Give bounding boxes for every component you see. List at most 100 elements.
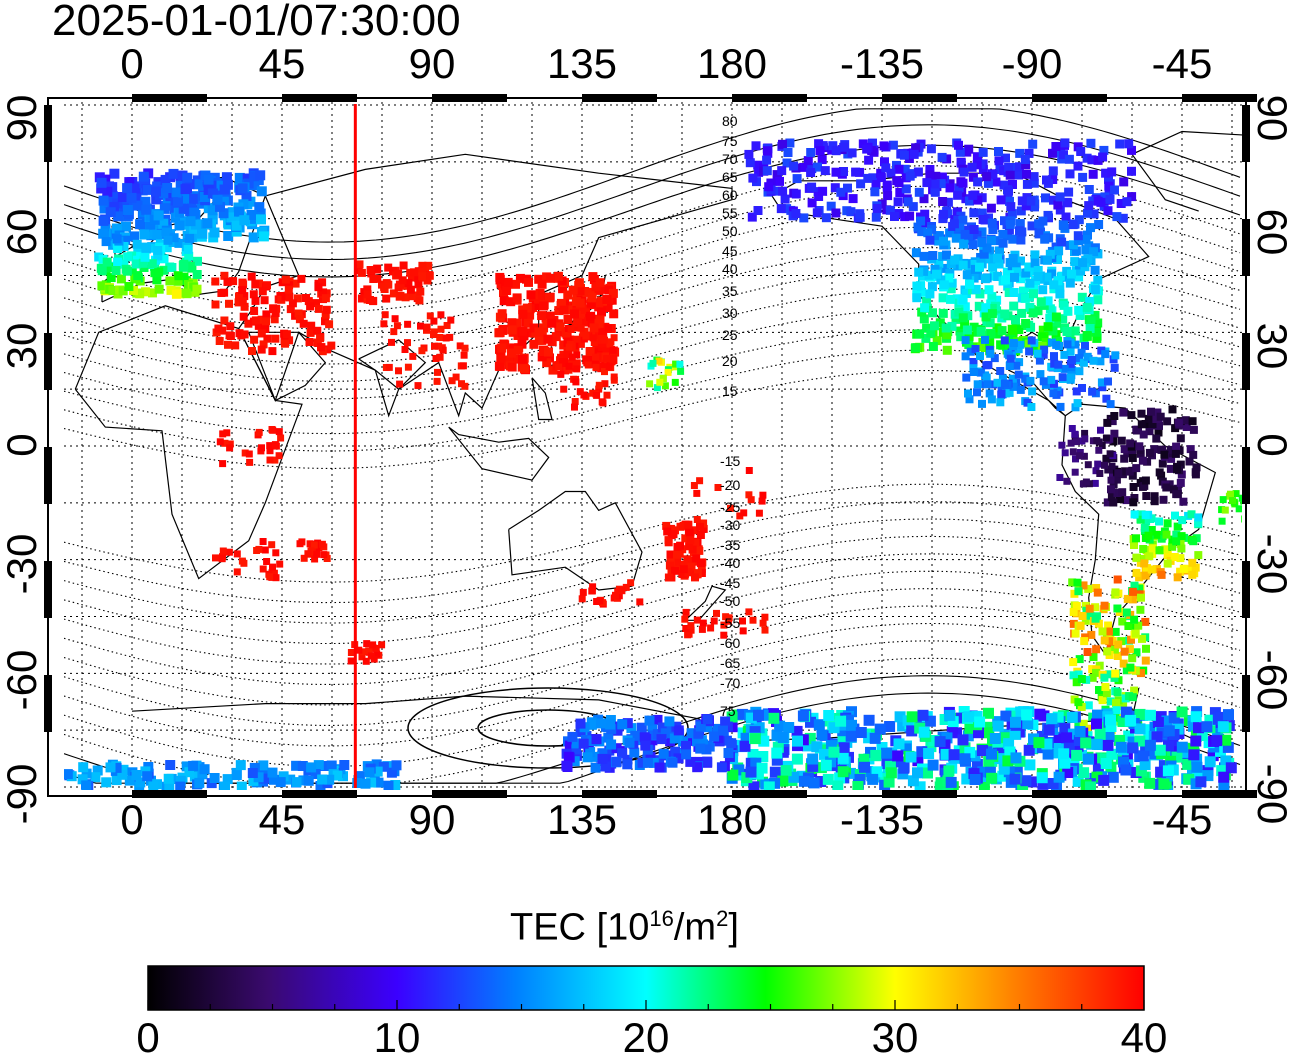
tec-cell bbox=[959, 167, 969, 177]
tec-cell bbox=[1144, 414, 1153, 423]
tec-cell bbox=[1085, 296, 1095, 306]
tec-cell bbox=[750, 757, 762, 769]
tec-cell bbox=[1049, 389, 1058, 398]
tec-cell bbox=[209, 773, 220, 783]
tec-cell bbox=[870, 749, 882, 761]
tec-cell bbox=[1073, 578, 1082, 587]
tec-cell bbox=[533, 294, 543, 304]
tec-cell bbox=[831, 208, 841, 218]
tec-cell bbox=[1079, 358, 1088, 367]
tec-cell bbox=[261, 546, 269, 554]
frame-tick-bottom bbox=[1032, 790, 1107, 798]
tec-cell bbox=[1130, 581, 1139, 590]
contour-labels: 8075706560555045403530252015-15-20-25-30… bbox=[720, 113, 740, 719]
tec-cell bbox=[1103, 647, 1112, 656]
tec-cell bbox=[1102, 739, 1114, 751]
tec-cell bbox=[1003, 281, 1013, 291]
tec-cell bbox=[687, 622, 695, 630]
tec-cell bbox=[751, 141, 761, 151]
tec-cell bbox=[130, 183, 141, 194]
tec-cell bbox=[362, 657, 370, 665]
tec-cell bbox=[906, 725, 918, 737]
tec-cell bbox=[1055, 289, 1065, 299]
tec-cell bbox=[888, 140, 898, 150]
tec-cell bbox=[983, 727, 995, 739]
tec-cell bbox=[1215, 711, 1227, 723]
tec-cell bbox=[360, 778, 371, 789]
tec-cell bbox=[669, 530, 678, 539]
tec-cell bbox=[526, 290, 536, 300]
tec-cell bbox=[999, 180, 1009, 190]
tec-cell bbox=[544, 347, 553, 357]
tec-cell bbox=[924, 715, 936, 727]
tec-cell bbox=[900, 164, 910, 174]
tec-cell bbox=[78, 762, 89, 773]
tec-cell bbox=[1116, 199, 1126, 208]
tec-cell bbox=[1112, 699, 1120, 708]
tec-cell bbox=[1107, 771, 1119, 783]
tec-cell bbox=[179, 272, 189, 282]
tec-cell bbox=[396, 380, 404, 388]
tec-cell bbox=[275, 452, 283, 460]
tec-cell bbox=[603, 732, 614, 743]
tec-cell bbox=[596, 718, 606, 729]
tec-cell bbox=[319, 288, 328, 297]
coastline bbox=[508, 490, 643, 591]
tec-cell bbox=[592, 353, 599, 361]
tec-cell bbox=[393, 322, 401, 330]
tec-cell bbox=[1000, 379, 1009, 388]
lon-label-bottom: -90 bbox=[1001, 796, 1063, 843]
tec-cell bbox=[968, 240, 978, 250]
tec-cell bbox=[912, 767, 923, 779]
tec-cell bbox=[785, 138, 795, 148]
tec-cell bbox=[920, 303, 930, 313]
tec-cell bbox=[681, 534, 690, 543]
tec-cell bbox=[537, 352, 547, 362]
tec-cell bbox=[702, 722, 713, 733]
tec-cell bbox=[1130, 494, 1139, 502]
tec-cell bbox=[997, 326, 1007, 336]
tec-cell bbox=[609, 309, 619, 319]
tec-cell bbox=[1038, 325, 1048, 335]
tec-cell bbox=[1139, 545, 1148, 553]
tec-cell bbox=[1028, 387, 1037, 396]
tec-cell bbox=[127, 266, 137, 276]
tec-cell bbox=[167, 263, 177, 272]
contour-label: 70 bbox=[722, 151, 738, 167]
tec-cell bbox=[825, 740, 837, 752]
tec-cell bbox=[977, 227, 987, 237]
tec-cell bbox=[683, 555, 692, 564]
frame-tick-bottom bbox=[582, 790, 657, 798]
tec-cell bbox=[960, 229, 970, 239]
tec-cell bbox=[1066, 373, 1075, 382]
tec-cell bbox=[557, 370, 565, 378]
tec-cell bbox=[313, 550, 321, 558]
tec-cell bbox=[930, 321, 939, 331]
tec-cell bbox=[561, 328, 571, 338]
tec-cell bbox=[969, 358, 978, 366]
tec-cell bbox=[761, 613, 769, 621]
tec-cell bbox=[1128, 595, 1137, 604]
tec-cell bbox=[673, 550, 681, 559]
tec-cell bbox=[1136, 515, 1145, 524]
tec-cell bbox=[982, 361, 991, 370]
tec-cell bbox=[105, 207, 116, 218]
tec-cell bbox=[912, 293, 922, 303]
tec-cell bbox=[1173, 465, 1181, 474]
tec-cell bbox=[1000, 732, 1012, 744]
tec-cell bbox=[805, 716, 816, 728]
tec-cell bbox=[701, 744, 712, 755]
tec-cell bbox=[323, 345, 332, 354]
tec-cell bbox=[604, 745, 615, 756]
tec-cell bbox=[285, 293, 294, 302]
tec-cell bbox=[369, 275, 378, 283]
tec-cell bbox=[1058, 748, 1070, 760]
tec-cell bbox=[396, 291, 405, 300]
tec-cell bbox=[604, 324, 612, 332]
tec-cell bbox=[281, 339, 289, 348]
tec-cell bbox=[900, 743, 912, 755]
magnetic-contour-line bbox=[64, 535, 1241, 645]
tec-cell bbox=[893, 197, 903, 207]
tec-cell bbox=[98, 215, 109, 226]
tec-cell bbox=[603, 303, 613, 312]
